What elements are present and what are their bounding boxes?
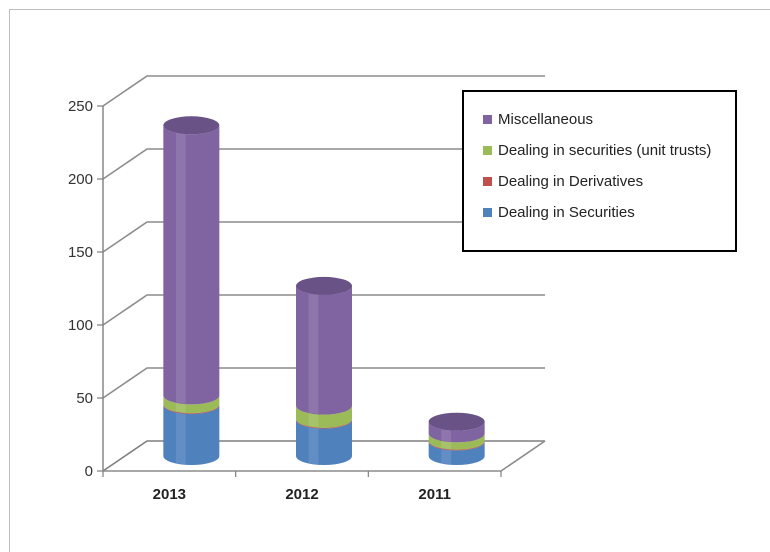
- legend-item-label: Miscellaneous: [498, 111, 593, 128]
- gridline-250: [102, 75, 545, 107]
- gridline-150: [102, 221, 545, 253]
- legend-swatch: [483, 146, 492, 155]
- bar-top-cap-2011: [428, 412, 485, 431]
- bars: [163, 116, 485, 465]
- bar-2013-miscellaneous: [163, 125, 220, 405]
- category-labels: 2013 2012 2011: [153, 486, 451, 503]
- category-label-2013: 2013: [153, 486, 186, 503]
- bar-highlight: [175, 402, 186, 413]
- axes: [97, 105, 546, 477]
- gridline-200: [102, 148, 545, 180]
- category-label-2012: 2012: [285, 486, 318, 503]
- category-label-2011: 2011: [418, 486, 451, 503]
- bar-highlight: [441, 440, 452, 450]
- legend-item-label: Dealing in securities (unit trusts): [498, 142, 711, 159]
- y-tick-label: 200: [68, 171, 93, 188]
- legend-swatch: [483, 115, 492, 124]
- bar-2013-dealing-in-securities: [163, 404, 220, 465]
- gridline-100: [102, 294, 545, 326]
- legend-item-label: Dealing in Securities: [498, 204, 635, 221]
- bar-highlight: [175, 132, 186, 404]
- y-tick-label: 100: [68, 317, 93, 334]
- legend-swatch: [483, 177, 492, 186]
- legend-box: [462, 90, 737, 252]
- gridlines: [102, 75, 545, 472]
- bar-highlight: [441, 448, 452, 465]
- y-tick-label: 50: [76, 390, 93, 407]
- y-tick-label: 250: [68, 98, 93, 115]
- bar-highlight: [308, 293, 319, 415]
- y-tick-labels: 0 50 100 150 200 250: [68, 98, 93, 480]
- gridline-50: [102, 367, 545, 399]
- bar-top-cap-2013: [163, 116, 220, 135]
- y-tick-label: 0: [85, 463, 93, 480]
- legend-item-label: Dealing in Derivatives: [498, 173, 643, 190]
- bar-highlight: [441, 428, 452, 442]
- bar-highlight: [308, 412, 319, 428]
- y-tick-label: 150: [68, 244, 93, 261]
- gridline-0: [102, 440, 545, 472]
- bar-highlight: [308, 426, 319, 465]
- legend: Miscellaneous Dealing in securities (unit…: [462, 90, 737, 252]
- bar-highlight: [175, 412, 186, 465]
- bar-2012-miscellaneous: [296, 285, 353, 415]
- bar-top-cap-2012: [296, 276, 352, 295]
- legend-swatch: [483, 208, 492, 217]
- chart-frame: [9, 9, 770, 552]
